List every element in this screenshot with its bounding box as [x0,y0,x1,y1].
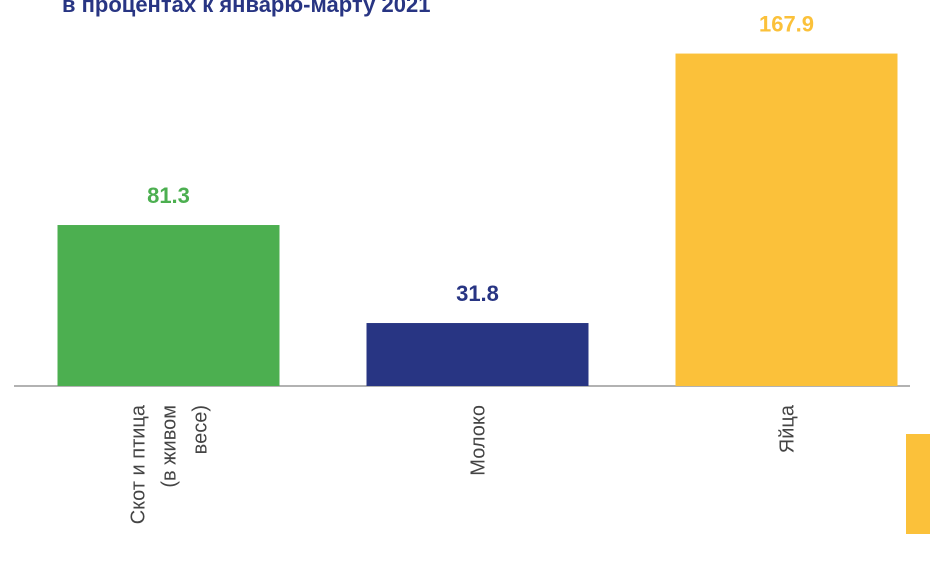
legend-swatch [906,434,930,534]
x-tick-label: Скот и птица (в живом весе) [128,404,212,524]
bar [366,323,589,386]
bar [675,53,898,387]
x-tick-label: Молоко [468,405,490,476]
x-tick-label: Яйца [777,404,799,453]
bar [57,225,280,386]
data-label: 31.8 [456,281,499,306]
data-label: 81.3 [147,183,190,208]
data-label: 167.9 [759,12,814,37]
chart-title: в процентах к январю-марту 2021 [62,0,430,17]
